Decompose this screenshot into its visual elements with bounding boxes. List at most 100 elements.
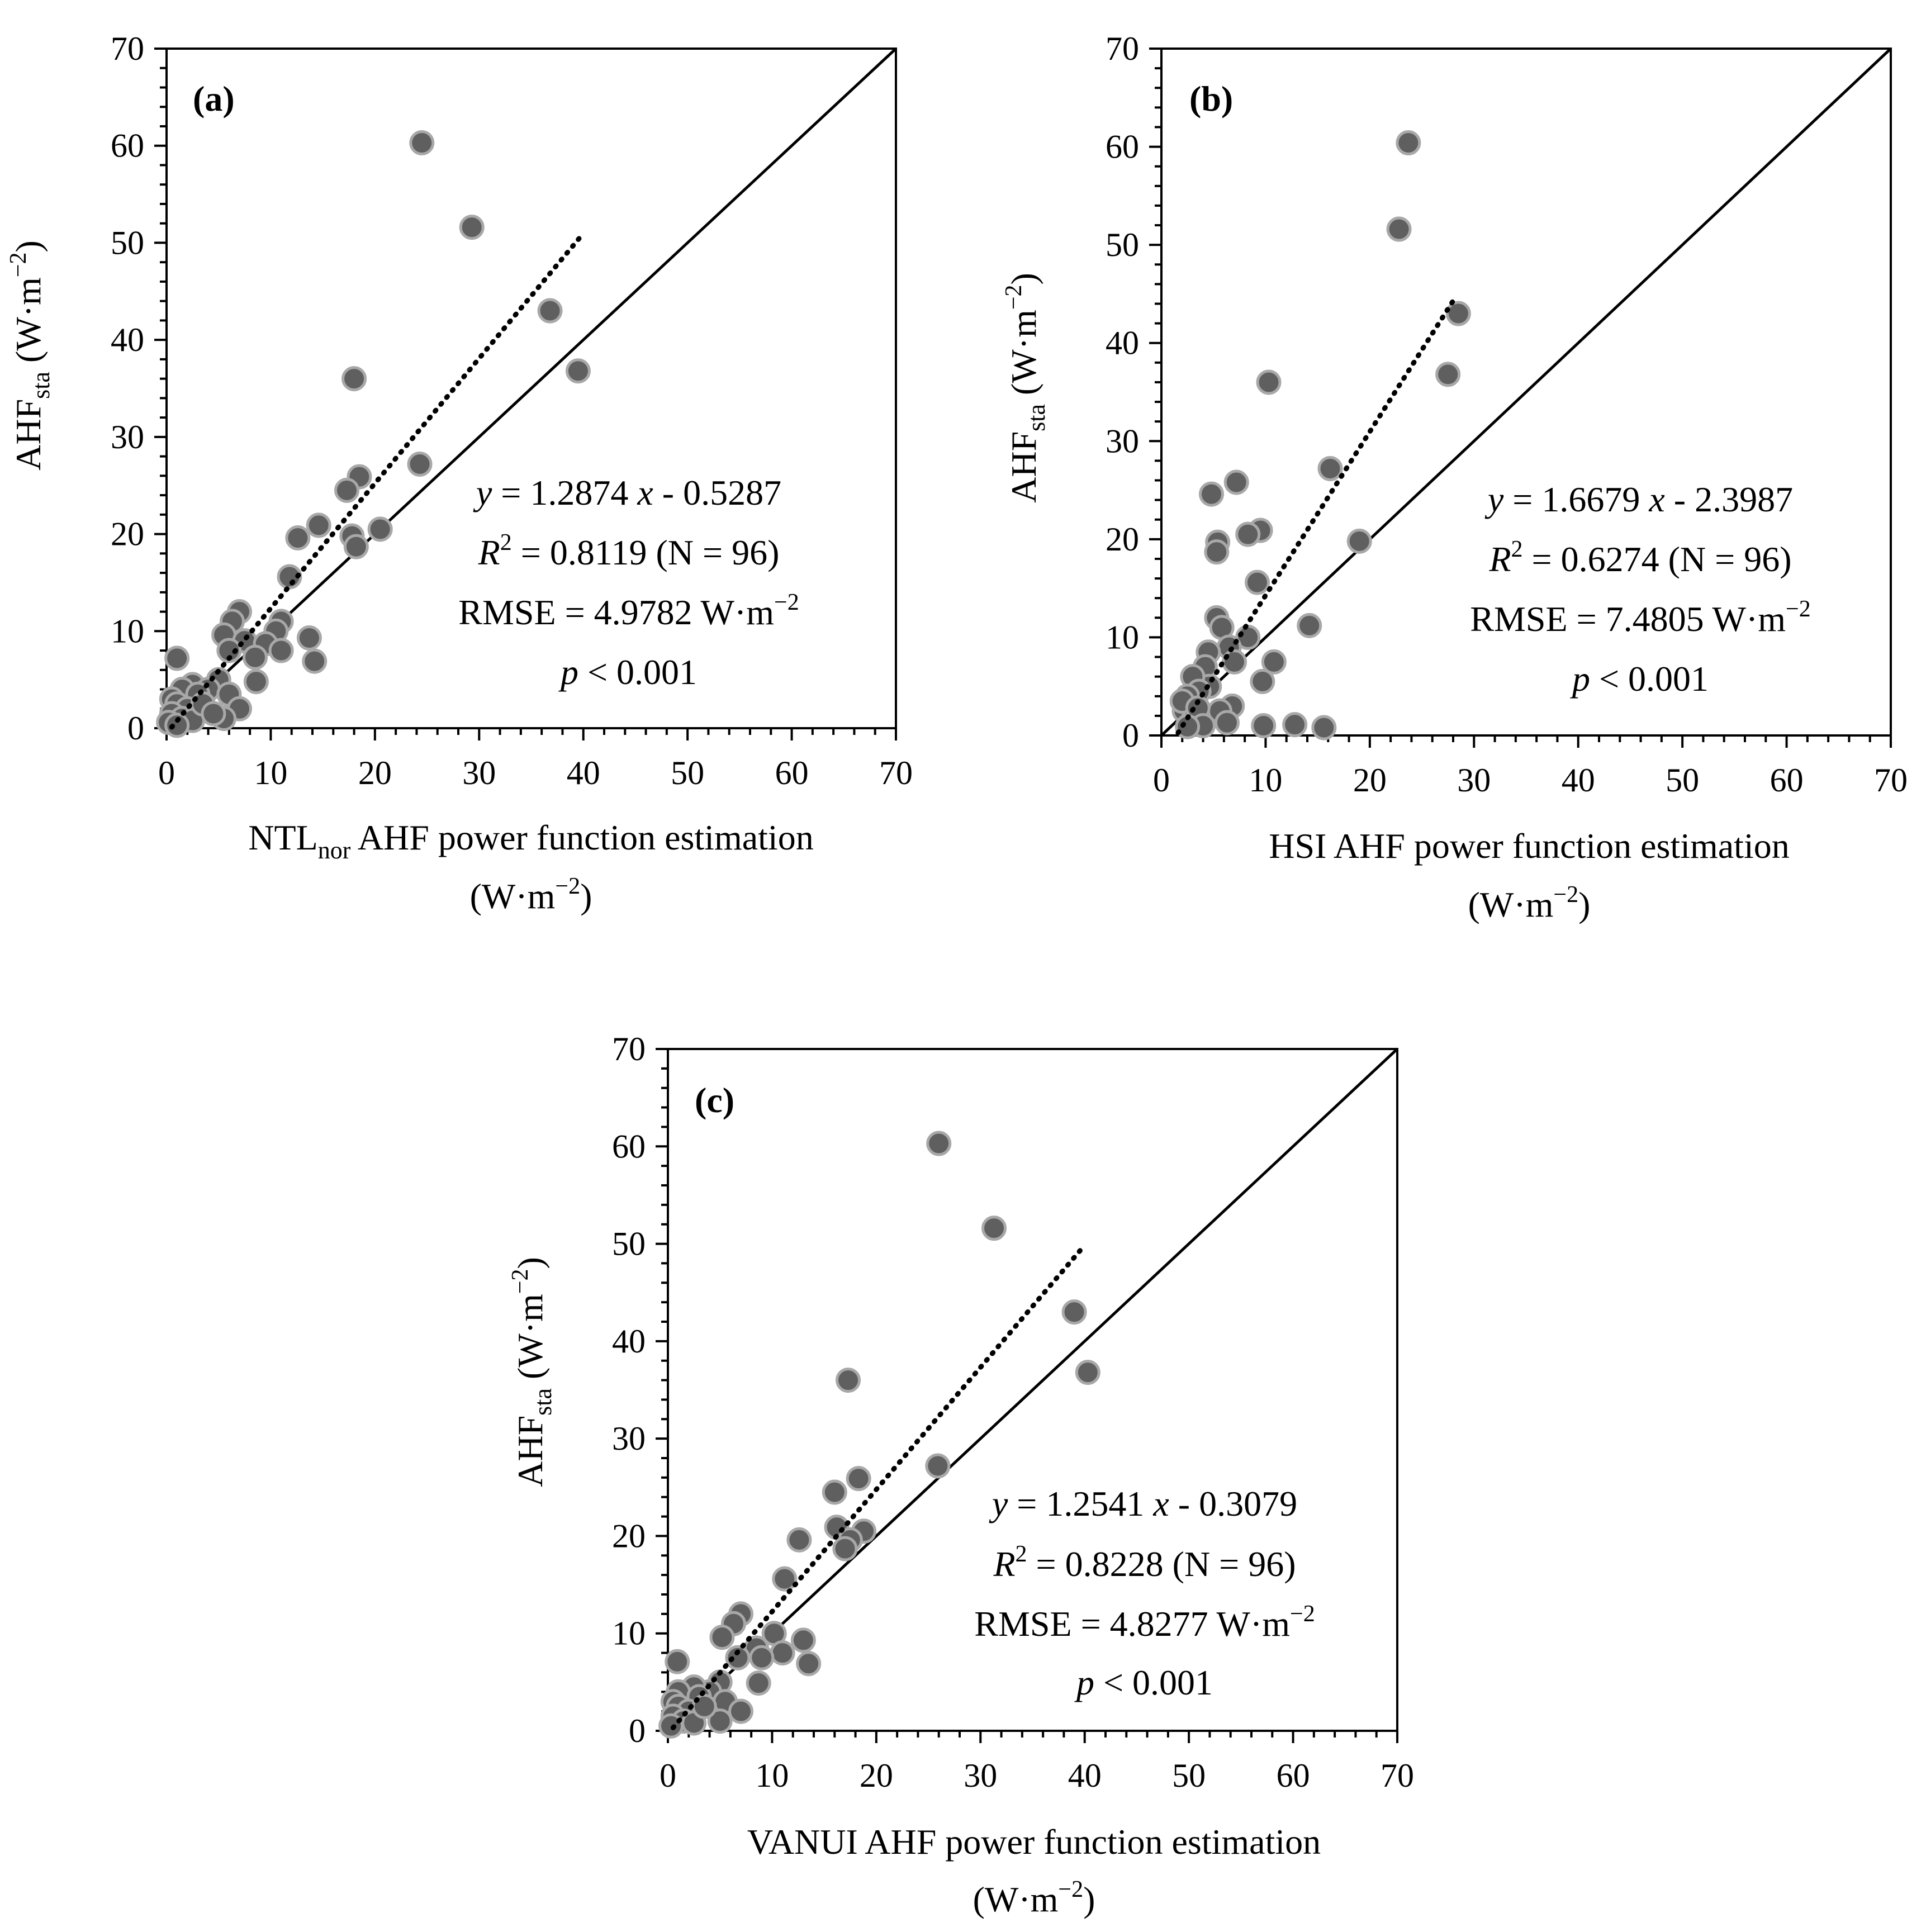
data-point <box>565 358 591 384</box>
x-tick-label: 70 <box>1874 762 1908 799</box>
data-point <box>343 534 369 559</box>
data-point <box>1282 712 1308 738</box>
y-tick-label: 40 <box>612 1323 646 1360</box>
y-tick-label: 10 <box>1106 619 1139 656</box>
data-point <box>1396 130 1421 156</box>
x-tick-label: 60 <box>1770 762 1804 799</box>
y-tick-label: 70 <box>1106 30 1139 67</box>
x-axis-title: VANUI AHF power function estimation <box>747 1822 1321 1862</box>
r-squared: R2 = 0.8228 (N = 96) <box>993 1541 1296 1584</box>
data-point <box>796 1651 822 1677</box>
x-tick-label: 0 <box>1153 762 1170 799</box>
x-tick-label: 50 <box>671 754 704 791</box>
rmse: RMSE = 7.4805 W·m−2 <box>1470 596 1810 639</box>
data-point <box>1235 521 1261 547</box>
y-tick-label: 60 <box>1106 129 1139 165</box>
x-tick-label: 20 <box>358 754 392 791</box>
x-tick-label: 10 <box>1249 762 1282 799</box>
p-value: p < 0.001 <box>1074 1663 1213 1702</box>
one-to-one-line <box>667 1048 1398 1732</box>
y-tick-label: 30 <box>1106 423 1139 459</box>
r-squared: R2 = 0.8119 (N = 96) <box>478 530 780 572</box>
x-tick-label: 0 <box>660 1757 676 1794</box>
data-point <box>1061 1299 1087 1325</box>
x-axis-title: NTLnor AHF power function estimation <box>248 818 813 864</box>
data-point <box>749 1645 775 1670</box>
data-point <box>772 1566 798 1592</box>
data-point <box>1297 613 1322 638</box>
x-tick-label: 40 <box>1562 762 1595 799</box>
y-tick-label: 50 <box>111 224 144 261</box>
data-point <box>925 1453 951 1479</box>
x-tick-label: 10 <box>755 1757 789 1794</box>
y-tick-label: 50 <box>612 1226 646 1262</box>
x-axis-units: (W·m−2) <box>1468 882 1591 924</box>
data-point <box>1435 362 1461 387</box>
y-axis-title: AHFsta (W·m−2) <box>507 1257 557 1487</box>
data-point <box>786 1527 812 1553</box>
data-point <box>846 1466 871 1492</box>
regression-equation: y = 1.2541 x - 0.3079 <box>989 1484 1297 1523</box>
x-tick-label: 70 <box>1381 1757 1414 1794</box>
x-tick-label: 20 <box>1353 762 1387 799</box>
data-point <box>334 477 360 503</box>
data-point <box>746 1670 771 1696</box>
data-point <box>409 130 435 156</box>
plot-frame <box>165 48 897 729</box>
data-point <box>981 1216 1007 1241</box>
data-point <box>243 669 269 695</box>
data-point <box>1261 649 1287 675</box>
data-point <box>665 1649 690 1674</box>
x-tick-label: 60 <box>775 754 809 791</box>
data-point <box>926 1131 952 1156</box>
y-axis-title: AHFsta (W·m−2) <box>6 240 55 471</box>
y-tick-label: 0 <box>629 1712 646 1749</box>
regression-line <box>670 1243 1087 1730</box>
x-axis-title: HSI AHF power function estimation <box>1269 826 1789 866</box>
data-point <box>822 1479 847 1505</box>
panel-label: (a) <box>193 79 235 118</box>
data-point <box>1250 668 1275 694</box>
panel-label: (c) <box>695 1080 734 1120</box>
plot-frame <box>1160 48 1892 737</box>
data-point <box>1386 216 1412 242</box>
y-tick-label: 10 <box>612 1615 646 1652</box>
x-tick-label: 40 <box>567 754 600 791</box>
data-point <box>832 1536 858 1561</box>
data-point <box>306 512 331 538</box>
chart-panel-1: 0 10 20 30 40 50 60 70 0 10 20 30 40 50 60 70 (a) y = 1.2… <box>6 30 913 916</box>
data-point <box>1204 539 1230 565</box>
data-point <box>285 525 311 551</box>
x-tick-label: 50 <box>1666 762 1699 799</box>
data-point <box>1223 469 1249 495</box>
data-point <box>296 625 322 651</box>
regression-equation: y = 1.6679 x - 2.3987 <box>1484 480 1793 519</box>
data-point <box>216 638 242 663</box>
data-point <box>836 1368 861 1393</box>
regression-line <box>1175 298 1456 735</box>
data-point <box>302 648 328 674</box>
data-point <box>537 298 563 324</box>
one-to-one-line <box>1160 48 1892 737</box>
data-point <box>1445 301 1471 326</box>
x-tick-label: 40 <box>1068 1757 1102 1794</box>
y-tick-label: 70 <box>111 30 144 67</box>
data-point <box>725 1645 751 1670</box>
data-point <box>1198 481 1224 507</box>
data-point <box>770 1640 795 1666</box>
x-tick-label: 30 <box>1457 762 1491 799</box>
y-tick-label: 40 <box>111 321 144 358</box>
data-point <box>341 366 367 392</box>
y-tick-label: 30 <box>111 419 144 455</box>
y-tick-label: 20 <box>111 516 144 553</box>
y-tick-label: 20 <box>612 1517 646 1554</box>
data-point <box>1256 369 1282 395</box>
data-point <box>1245 569 1270 595</box>
data-point <box>459 215 485 240</box>
y-axis-title: AHFsta (W·m−2) <box>1001 273 1050 503</box>
x-tick-label: 30 <box>462 754 496 791</box>
data-point <box>367 516 393 542</box>
x-tick-label: 20 <box>860 1757 893 1794</box>
x-axis-units: (W·m−2) <box>973 1877 1095 1919</box>
data-point <box>407 451 433 477</box>
